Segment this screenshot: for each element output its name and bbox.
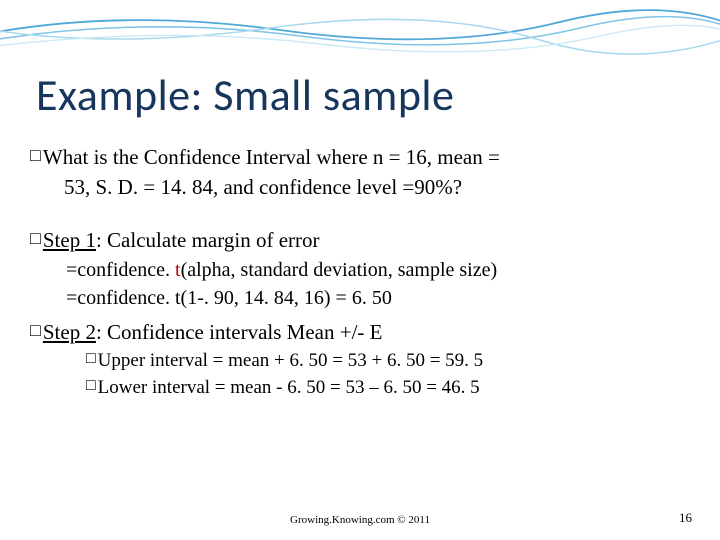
lower-interval: □ Lower interval = mean - 6. 50 = 53 – 6…: [30, 376, 680, 401]
step-2-text: Step 2: Confidence intervals Mean +/- E: [43, 319, 383, 345]
question-line-1: □ What is the Confidence Interval where …: [30, 144, 680, 170]
question-line-2: 53, S. D. = 14. 84, and confidence level…: [30, 174, 680, 200]
bullet-icon: □: [30, 319, 41, 345]
step-1-text: Step 1: Calculate margin of error: [43, 227, 320, 253]
bullet-icon: □: [30, 144, 41, 170]
bullet-icon: □: [30, 227, 41, 253]
confidence-formula: =confidence. t(alpha, standard deviation…: [30, 257, 680, 283]
slide-title: Example: Small sample: [0, 0, 720, 122]
confidence-calc: =confidence. t(1-. 90, 14. 84, 16) = 6. …: [30, 285, 680, 311]
upper-interval: □ Upper interval = mean + 6. 50 = 53 + 6…: [30, 349, 680, 374]
question-text-1: What is the Confidence Interval where n …: [43, 144, 500, 170]
footer-text: Growing.Knowing.com © 2011: [0, 514, 720, 526]
bullet-icon: □: [86, 376, 96, 401]
page-number: 16: [679, 510, 692, 526]
slide-body: □ What is the Confidence Interval where …: [0, 122, 720, 400]
step-2-line: □ Step 2: Confidence intervals Mean +/- …: [30, 319, 680, 345]
bullet-icon: □: [86, 349, 96, 374]
step-1-line: □ Step 1: Calculate margin of error: [30, 227, 680, 253]
